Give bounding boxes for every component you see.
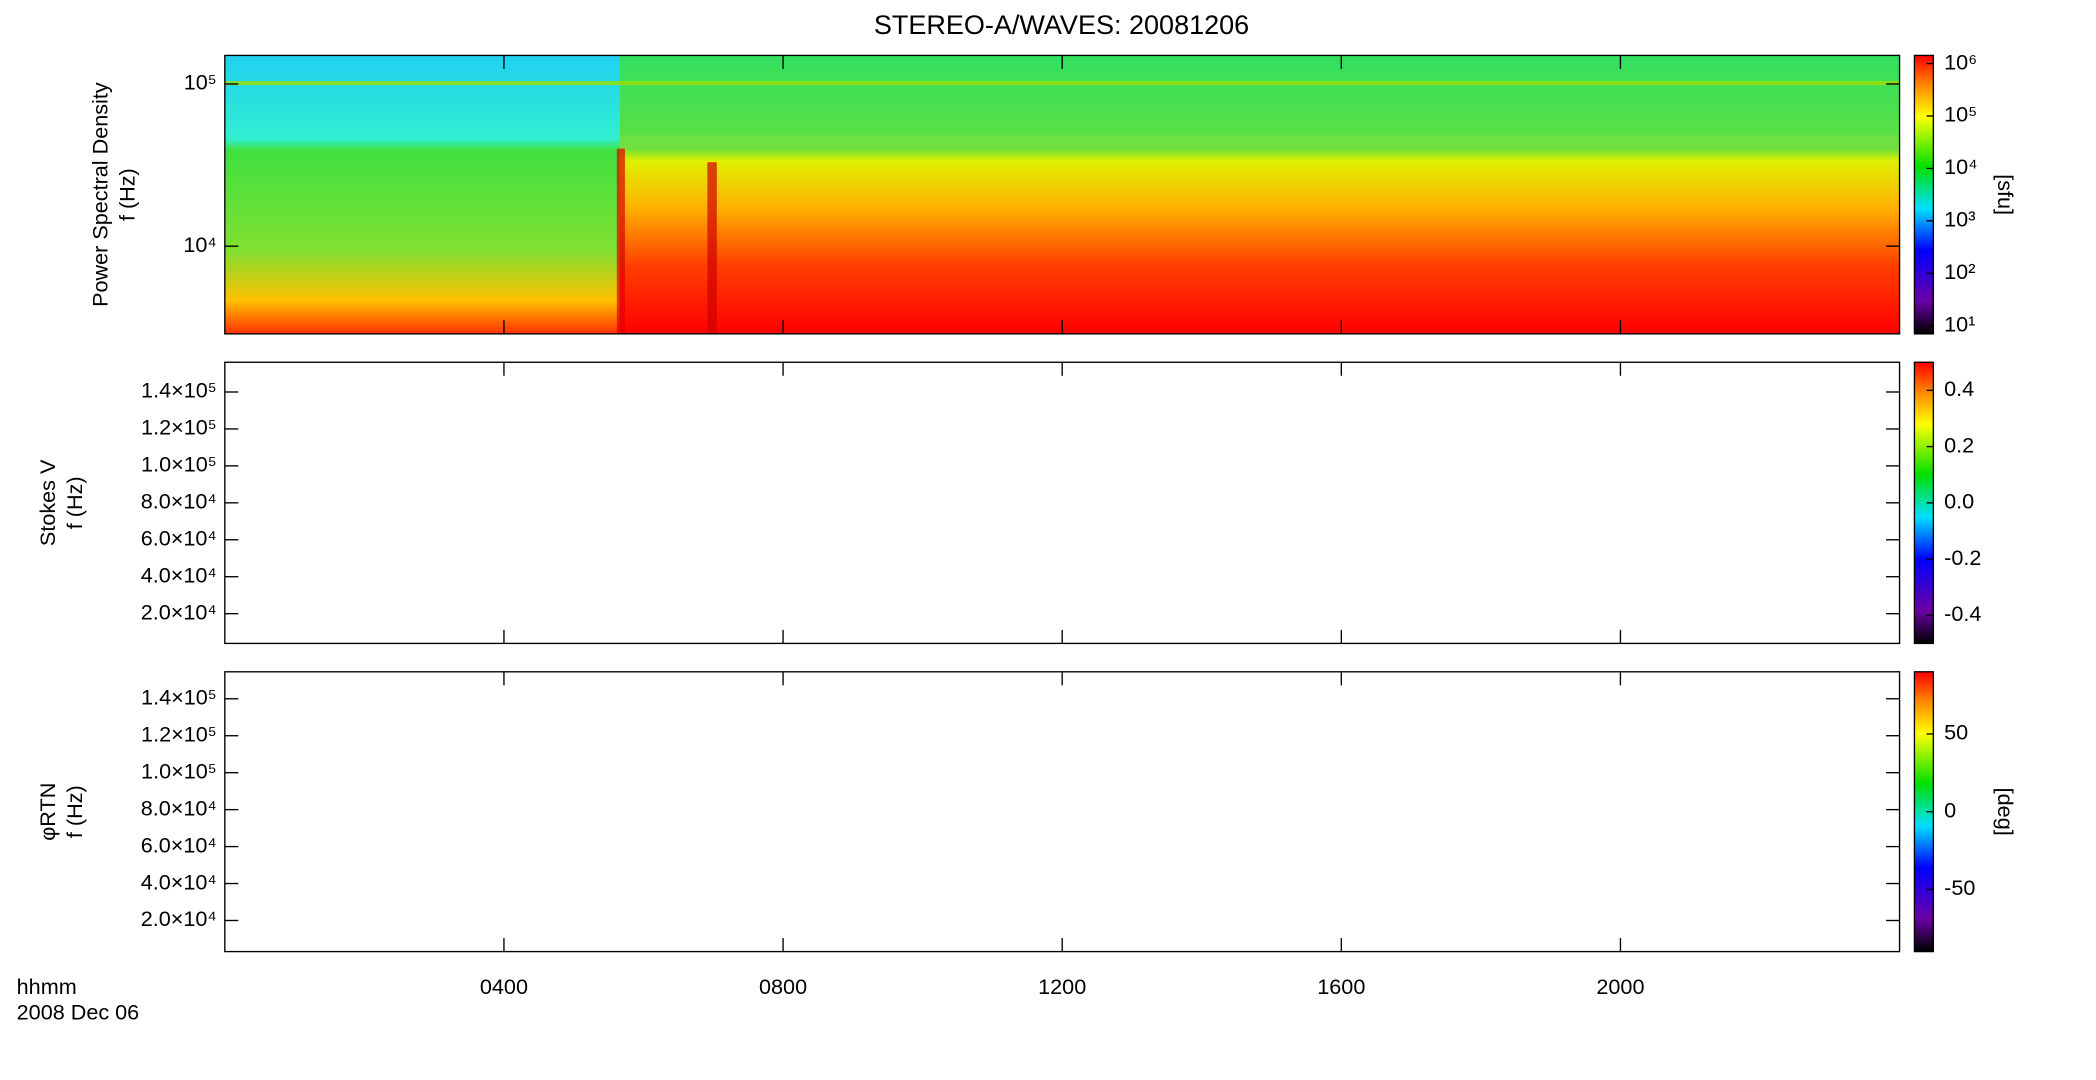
y-tick-label: 1.4×10⁵ (141, 378, 217, 403)
colorbar-tick-label: 10⁵ (1944, 102, 1977, 127)
colorbar-tick-label: 10⁶ (1944, 49, 1977, 74)
y-tick-label: 4.0×10⁴ (141, 869, 217, 894)
y-axis-label: f (Hz) (62, 785, 87, 838)
x-tick-label: 2000 (1596, 974, 1644, 999)
y-axis-label: f (Hz) (115, 168, 140, 221)
colorbar-tick-label: 10³ (1944, 207, 1975, 232)
colorbar-tick-label: -50 (1944, 875, 1975, 900)
y-axis-label: Stokes V (35, 459, 60, 546)
y-tick-label: 10⁴ (183, 232, 216, 257)
y-axis-label: f (Hz) (62, 476, 87, 529)
x-tick-label: 1200 (1038, 974, 1086, 999)
y-tick-label: 1.2×10⁵ (141, 415, 217, 440)
y-tick-label: 6.0×10⁴ (141, 525, 217, 550)
x-tick-label: 1600 (1317, 974, 1365, 999)
chart-title: STEREO-A/WAVES: 20081206 (874, 10, 1249, 40)
y-tick-label: 10⁵ (184, 70, 217, 95)
plot-frame (224, 361, 1901, 645)
y-tick-label: 4.0×10⁴ (141, 562, 217, 587)
y-axis-label: Power Spectral Density (88, 82, 113, 307)
y-tick-label: 1.4×10⁵ (141, 684, 217, 709)
plot-frame (224, 671, 1901, 953)
colorbar-tick-label: 0.4 (1944, 376, 1974, 401)
colorbar-tick-label: 10² (1944, 259, 1975, 284)
y-tick-label: 1.0×10⁵ (141, 758, 217, 783)
colorbar-tick-label: 0.0 (1944, 489, 1974, 514)
colorbar-tick-label: 10⁴ (1944, 154, 1977, 179)
colorbar-tick-label: 10¹ (1944, 311, 1975, 336)
y-tick-label: 1.2×10⁵ (141, 721, 217, 746)
y-tick-label: 2.0×10⁴ (141, 906, 217, 931)
colorbar-tick-label: 50 (1944, 720, 1968, 745)
y-tick-label: 8.0×10⁴ (141, 795, 217, 820)
y-tick-label: 6.0×10⁴ (141, 832, 217, 857)
y-tick-label: 2.0×10⁴ (141, 599, 217, 624)
colorbar-tick-label: 0.2 (1944, 432, 1974, 457)
colorbar-tick-label: 0 (1944, 797, 1956, 822)
date-label: 2008 Dec 06 (17, 999, 140, 1024)
colorbar-tick-label: -0.4 (1944, 601, 1981, 626)
colorbar-label: [sfu] (1993, 174, 2018, 215)
colorbar (1913, 54, 1935, 335)
y-tick-label: 8.0×10⁴ (141, 489, 217, 514)
y-tick-label: 1.0×10⁵ (141, 452, 217, 477)
x-tick-label: 0800 (759, 974, 807, 999)
y-axis-label: φRTN (35, 783, 60, 841)
colorbar-label: [deg] (1993, 788, 2018, 836)
colorbar-tick-label: -0.2 (1944, 545, 1981, 570)
x-axis-label: hhmm (17, 974, 77, 999)
spectrogram-image (224, 55, 1900, 334)
x-tick-label: 0400 (480, 974, 528, 999)
